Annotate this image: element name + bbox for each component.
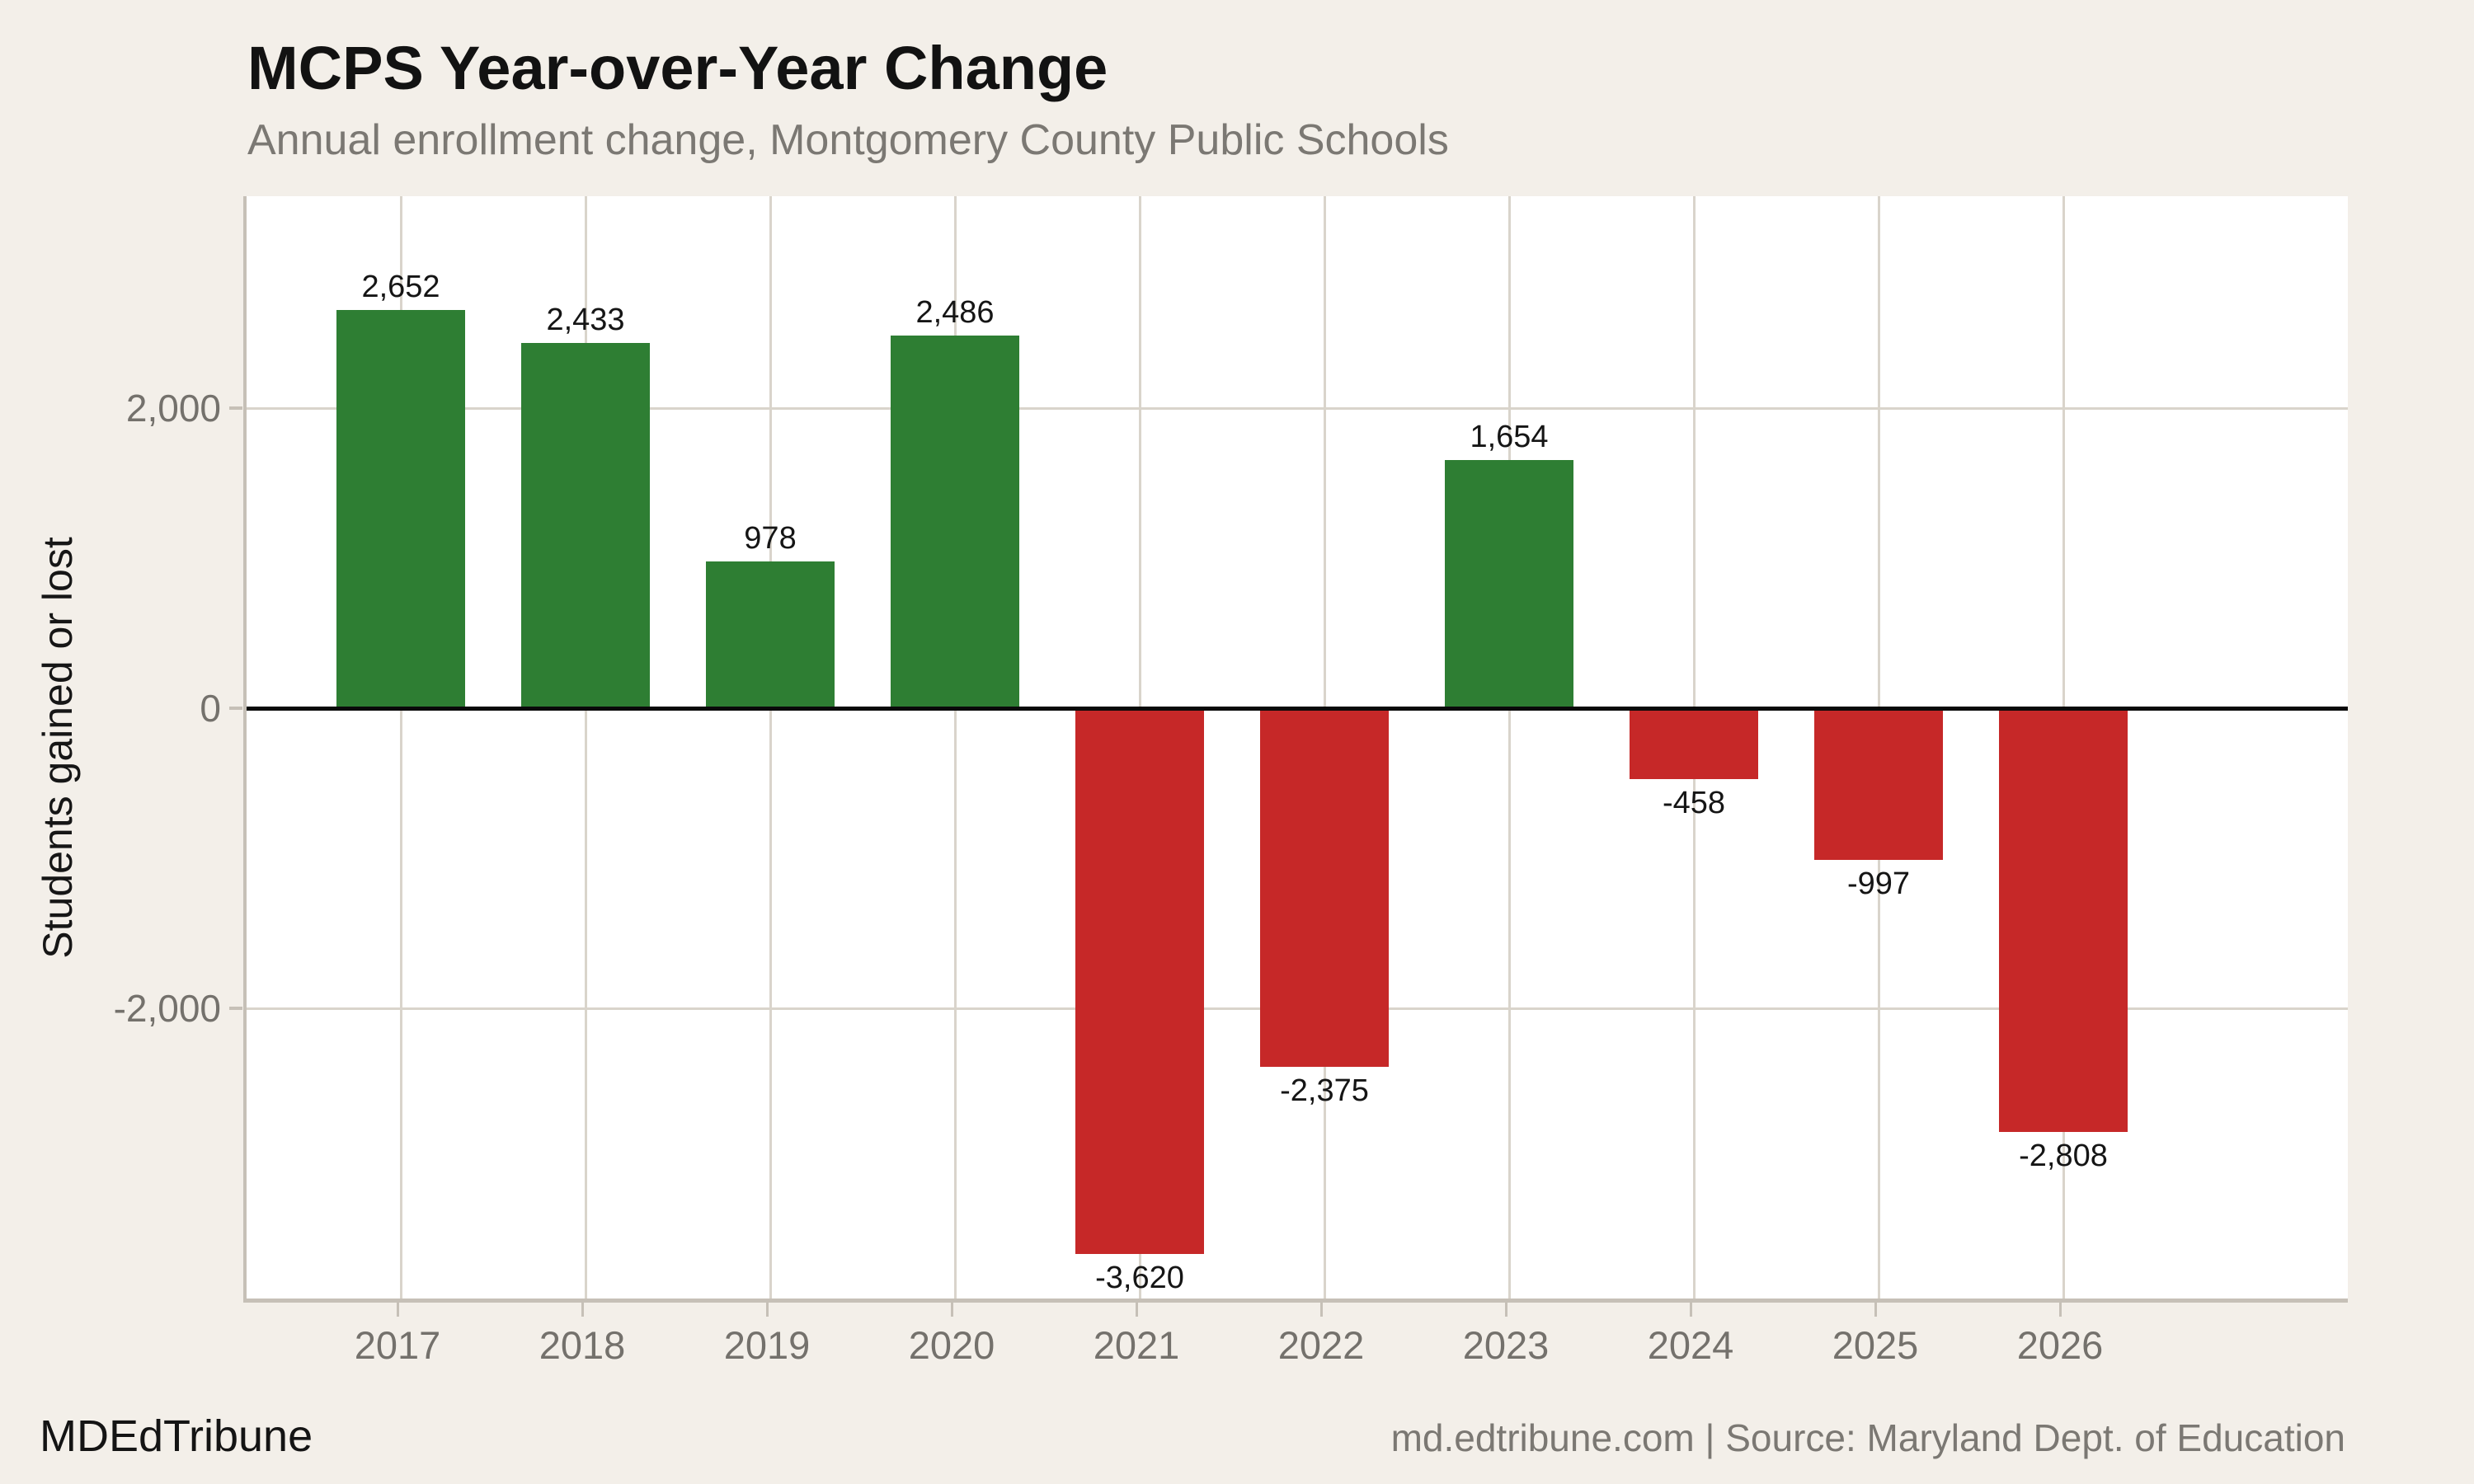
- y-tick-mark: [229, 1007, 242, 1010]
- x-tick-label: 2023: [1462, 1323, 1550, 1367]
- y-axis-title: Students gained or lost: [35, 537, 81, 959]
- bar-value-label: 978: [744, 521, 797, 556]
- x-tick-mark: [1690, 1303, 1692, 1317]
- x-tick-mark: [1136, 1303, 1138, 1317]
- bar-2020: [891, 336, 1019, 708]
- bar-value-label: -997: [1846, 866, 1911, 901]
- gridline-x-2020: [954, 196, 957, 1298]
- x-tick-mark: [581, 1303, 584, 1317]
- y-tick-mark: [229, 406, 242, 410]
- bar-2021: [1075, 711, 1204, 1254]
- x-tick-mark: [1874, 1303, 1877, 1317]
- x-tick-label: 2024: [1647, 1323, 1734, 1367]
- y-tick-label: 2,000: [125, 387, 221, 430]
- bar-2019: [706, 561, 835, 708]
- chart-title: MCPS Year-over-Year Change: [247, 34, 1108, 102]
- x-tick-label: 2022: [1277, 1323, 1365, 1367]
- source-text: md.edtribune.com | Source: Maryland Dept…: [1390, 1416, 2345, 1459]
- brand-text: MDEdTribune: [40, 1411, 313, 1461]
- x-tick-mark: [1320, 1303, 1323, 1317]
- bar-value-label: 2,433: [546, 303, 625, 337]
- plot-panel: 2,652 2,433 978 2,486 -3,620 -2,375 1,654 -458 -…: [243, 196, 2348, 1303]
- bar-labels-layer: 2,652 2,433 978 2,486 -3,620 -2,375 1,654 -458 -…: [247, 196, 2348, 1298]
- gridline-y-2,000: [247, 407, 2348, 410]
- bar-2018: [521, 343, 650, 708]
- zero-baseline: [247, 707, 2348, 711]
- x-tick-label: 2019: [723, 1323, 811, 1367]
- chart-subtitle: Annual enrollment change, Montgomery Cou…: [247, 116, 1449, 164]
- x-tick-label: 2025: [1832, 1323, 1919, 1367]
- bar-value-label: 1,654: [1470, 420, 1549, 454]
- bar-value-label: -2,375: [1280, 1073, 1369, 1108]
- bars-layer: [247, 196, 2348, 1298]
- bar-2024: [1630, 711, 1758, 779]
- bar-value-label: -458: [1662, 786, 1726, 820]
- bar-2022: [1260, 711, 1389, 1067]
- y-tick-label: 0: [200, 687, 221, 730]
- x-tick-label: 2020: [908, 1323, 995, 1367]
- x-tick-mark: [766, 1303, 769, 1317]
- x-tick-mark: [2059, 1303, 2062, 1317]
- y-tick-mark: [229, 707, 242, 710]
- bar-2025: [1814, 711, 1943, 860]
- x-tick-mark: [397, 1303, 399, 1317]
- bar-2017: [336, 310, 465, 708]
- bar-value-label: 2,652: [361, 270, 440, 304]
- gridline-x-2019: [769, 196, 772, 1298]
- bar-value-label: -2,808: [2019, 1139, 2108, 1173]
- x-tick-mark: [951, 1303, 953, 1317]
- x-tick-label: 2017: [354, 1323, 441, 1367]
- gridline-x-2018: [585, 196, 587, 1298]
- bar-value-label: -3,620: [1095, 1261, 1184, 1295]
- bar-2026: [1999, 711, 2128, 1132]
- bar-value-label: 2,486: [915, 295, 995, 330]
- gridline-x-2023: [1508, 196, 1511, 1298]
- x-tick-label: 2018: [539, 1323, 626, 1367]
- gridline-x-2017: [400, 196, 402, 1298]
- y-tick-label: -2,000: [113, 987, 221, 1030]
- x-tick-mark: [1505, 1303, 1507, 1317]
- x-tick-label: 2026: [2016, 1323, 2104, 1367]
- bar-2023: [1445, 460, 1573, 708]
- x-tick-label: 2021: [1093, 1323, 1180, 1367]
